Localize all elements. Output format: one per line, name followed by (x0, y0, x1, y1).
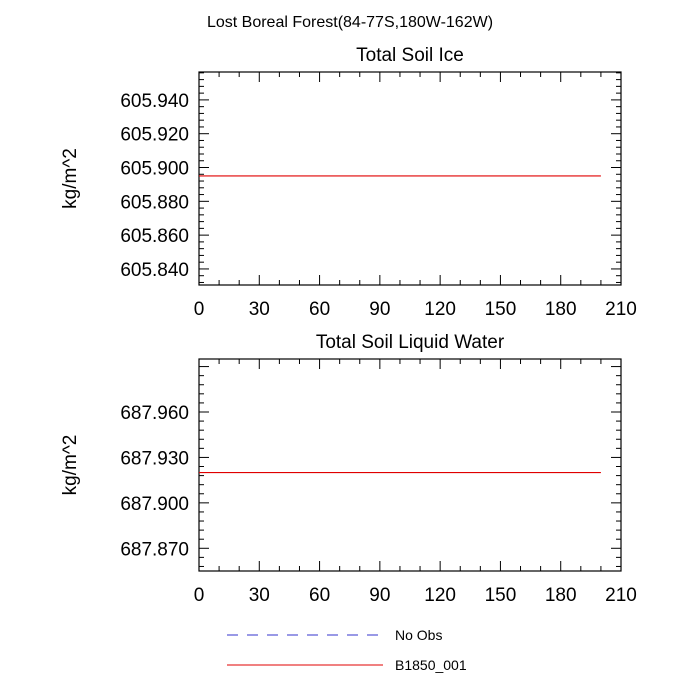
y-tick-label-soil-ice: 605.880 (120, 192, 189, 213)
y-axis-label-soil-liquid: kg/m^2 (60, 435, 81, 496)
x-tick-label-soil-ice: 30 (249, 299, 270, 320)
x-tick-label-soil-liquid: 210 (605, 585, 637, 606)
figure-title: Lost Boreal Forest(84-77S,180W-162W) (207, 14, 493, 31)
legend-label-no-obs: No Obs (395, 627, 442, 643)
x-tick-label-soil-liquid: 150 (485, 585, 517, 606)
y-tick-label-soil-ice: 605.920 (120, 125, 189, 146)
legend-entry-b1850: B1850_001 (227, 657, 467, 673)
x-tick-label-soil-ice: 60 (309, 299, 330, 320)
legend: No Obs B1850_001 (227, 627, 467, 673)
x-tick-label-soil-liquid: 60 (309, 585, 330, 606)
y-tick-label-soil-ice: 605.840 (120, 260, 189, 281)
legend-entry-no-obs: No Obs (227, 627, 442, 643)
x-tick-label-soil-liquid: 30 (249, 585, 270, 606)
plot-frame-soil-liquid (198, 358, 622, 572)
panel-total-soil-ice: Total Soil Ice kg/m^2 0 30 60 90 120 150 180 210 6… (60, 45, 637, 320)
y-tick-label-soil-liquid: 687.960 (120, 403, 189, 424)
y-tick-label-soil-ice: 605.860 (120, 226, 189, 247)
y-axis-label-soil-ice: kg/m^2 (60, 148, 81, 209)
x-tick-label-soil-ice: 210 (605, 299, 637, 320)
x-tick-label-soil-liquid: 120 (424, 585, 456, 606)
panel-title-soil-ice: Total Soil Ice (356, 45, 464, 66)
y-tick-label-soil-liquid: 687.930 (120, 448, 189, 469)
legend-label-b1850: B1850_001 (395, 657, 467, 673)
x-tick-label-soil-ice: 90 (369, 299, 390, 320)
x-tick-label-soil-ice: 0 (194, 299, 205, 320)
x-tick-label-soil-liquid: 180 (545, 585, 577, 606)
x-tick-label-soil-liquid: 90 (369, 585, 390, 606)
y-tick-label-soil-liquid: 687.870 (120, 539, 189, 560)
y-tick-label-soil-liquid: 687.900 (120, 494, 189, 515)
x-tick-label-soil-ice: 180 (545, 299, 577, 320)
panel-total-soil-liquid-water: Total Soil Liquid Water kg/m^2 0 30 60 90 120 1… (60, 332, 637, 606)
x-tick-label-soil-ice: 120 (424, 299, 456, 320)
x-tick-label-soil-ice: 150 (485, 299, 517, 320)
plot-frame-soil-ice (198, 71, 622, 286)
y-tick-label-soil-ice: 605.900 (120, 159, 189, 180)
y-tick-label-soil-ice: 605.940 (120, 91, 189, 112)
panel-title-soil-liquid: Total Soil Liquid Water (316, 332, 505, 353)
x-tick-label-soil-liquid: 0 (194, 585, 205, 606)
